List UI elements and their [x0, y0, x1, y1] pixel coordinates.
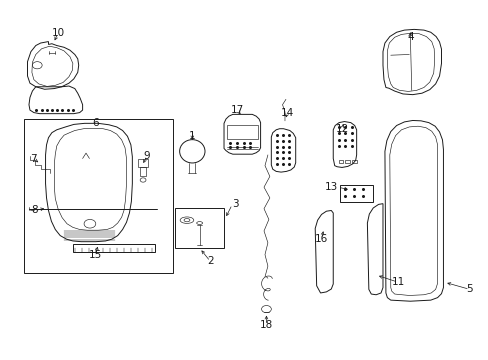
- Text: 10: 10: [52, 28, 65, 38]
- Bar: [24, 119, 172, 273]
- Text: 6: 6: [92, 118, 99, 128]
- Bar: [226, 126, 257, 139]
- Text: 7: 7: [30, 154, 37, 164]
- Bar: [140, 167, 146, 176]
- Bar: [175, 208, 224, 248]
- Bar: [339, 185, 372, 202]
- Text: 17: 17: [230, 105, 244, 115]
- Bar: [138, 159, 148, 167]
- Bar: [351, 160, 356, 163]
- Bar: [345, 160, 349, 163]
- Text: 13: 13: [324, 182, 337, 192]
- Bar: [338, 160, 342, 163]
- Text: 9: 9: [143, 150, 150, 161]
- Text: 14: 14: [280, 108, 293, 118]
- Text: 8: 8: [31, 206, 38, 216]
- Text: 1: 1: [189, 131, 195, 141]
- Text: 5: 5: [466, 284, 472, 294]
- Text: 12: 12: [335, 124, 348, 134]
- Text: 16: 16: [314, 234, 327, 244]
- Text: 4: 4: [406, 32, 413, 41]
- Text: 2: 2: [206, 256, 213, 266]
- Text: 18: 18: [259, 320, 272, 330]
- Text: 11: 11: [391, 277, 404, 287]
- Text: 3: 3: [232, 199, 239, 210]
- Bar: [73, 244, 155, 252]
- Text: 15: 15: [89, 250, 102, 260]
